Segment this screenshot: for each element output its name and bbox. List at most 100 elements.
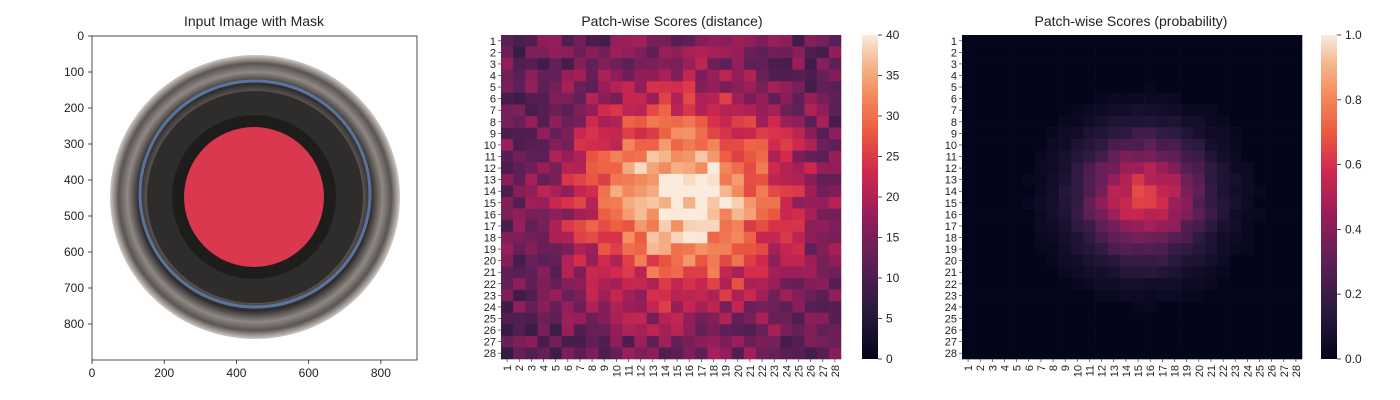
heatmap-cell [792, 127, 805, 140]
heatmap-cell [1047, 185, 1060, 198]
heatmap-cell [634, 116, 648, 128]
heatmap-cell [513, 162, 526, 175]
heatmap-cell [1277, 104, 1291, 117]
heatmap-cell [707, 324, 720, 337]
heatmap-cell [646, 347, 660, 360]
heatmap-cell [1156, 116, 1169, 128]
heatmap-cell [671, 347, 684, 360]
heatmap-cell [1217, 127, 1230, 140]
heatmap-cell [828, 254, 842, 267]
heatmap-cell [1083, 185, 1096, 198]
heatmap-cell [756, 185, 769, 198]
heatmap-cell [816, 185, 830, 198]
heatmap-cell [695, 104, 708, 117]
heatmap-cell [598, 81, 611, 94]
heatmap-cell [1071, 278, 1084, 290]
heatmap-cell [1095, 150, 1109, 163]
heatmap-cell [501, 92, 514, 105]
heatmap-cell [1083, 150, 1096, 163]
heatmap-cell [1168, 139, 1181, 152]
heatmap-cell [962, 301, 975, 314]
heatmap-cell [816, 116, 830, 128]
heatmap-cell [986, 104, 999, 117]
col-tick-label: 8 [587, 365, 599, 371]
heatmap-cell [1034, 289, 1048, 302]
heatmap-cell [671, 197, 684, 209]
heatmap-cell [962, 254, 975, 267]
heatmap-cell [1192, 162, 1206, 175]
heatmap-cell [1095, 278, 1109, 290]
heatmap-cell [1217, 324, 1230, 337]
heatmap-cell [1010, 104, 1024, 117]
heatmap-cell [1022, 139, 1036, 152]
heatmap-cell [962, 266, 975, 279]
heatmap-cell [573, 46, 587, 59]
image-panel: Input Image with Mask 0 200 400 600 80001002… [64, 13, 418, 380]
heatmap-cell [1083, 139, 1096, 152]
heatmap-cell [1010, 127, 1024, 140]
heatmap-cell [1034, 278, 1048, 290]
heatmap-cell [986, 254, 999, 267]
heatmap-cell [1071, 104, 1084, 117]
heatmap-cell [780, 92, 793, 105]
heatmap-cell [501, 347, 514, 360]
heatmap-cell [804, 35, 818, 47]
heatmap-cell [1253, 116, 1266, 128]
heatmap-cell [743, 46, 757, 59]
heatmap-cell [1277, 173, 1291, 186]
heatmap-cell [974, 35, 987, 47]
heatmap-cell [1144, 278, 1157, 290]
heatmap-cell [792, 92, 805, 105]
heatmap-cell [683, 254, 696, 267]
heatmap-cell [1095, 243, 1109, 256]
heatmap-cell [598, 347, 611, 360]
heatmap-cell [622, 278, 635, 290]
heatmap-cell [1022, 254, 1036, 267]
heatmap-cell [1022, 208, 1036, 221]
heatmap-cell [695, 116, 708, 128]
heatmap-cell [501, 150, 514, 163]
heatmap-cell [695, 197, 708, 209]
heatmap-cell [1204, 81, 1218, 94]
heatmap-cell [731, 35, 745, 47]
heatmap-cell [719, 173, 733, 186]
distance-heatmap-ticks: 1234567891011121314151617181920212223242… [484, 36, 842, 377]
heatmap-cell [792, 289, 805, 302]
heatmap-cell [1095, 208, 1109, 221]
heatmap-cell [998, 266, 1011, 279]
heatmap-cell [1156, 278, 1169, 290]
heatmap-cell [658, 185, 672, 198]
heatmap-cell [998, 197, 1011, 209]
heatmap-cell [1034, 139, 1048, 152]
x-tick-label: 800 [371, 366, 391, 380]
heatmap-cell [1180, 162, 1194, 175]
heatmap-cell [573, 92, 587, 105]
heatmap-cell [1241, 254, 1254, 267]
heatmap-cell [1010, 220, 1024, 233]
heatmap-cell [731, 104, 745, 117]
heatmap-cell [549, 347, 563, 360]
heatmap-cell [646, 335, 660, 348]
heatmap-cell [1034, 347, 1048, 360]
heatmap-cell [683, 220, 696, 233]
col-tick-label: 5 [1012, 365, 1024, 371]
heatmap-cell [1071, 347, 1084, 360]
heatmap-cell [513, 231, 526, 244]
row-tick-label: 9 [490, 128, 496, 140]
heatmap-cell [962, 58, 975, 71]
heatmap-cell [1071, 127, 1084, 140]
heatmap-cell [683, 173, 696, 186]
heatmap-cell [1241, 162, 1254, 175]
heatmap-cell [610, 92, 623, 105]
heatmap-cell [634, 185, 648, 198]
heatmap-cell [719, 208, 733, 221]
heatmap-cell [1010, 208, 1024, 221]
heatmap-cell [610, 69, 623, 82]
heatmap-cell [1144, 243, 1157, 256]
heatmap-cell [1217, 116, 1230, 128]
heatmap-cell [573, 127, 587, 140]
heatmap-cell [537, 46, 550, 59]
heatmap-cell [1132, 231, 1145, 244]
heatmap-cell [671, 335, 684, 348]
heatmap-cell [1144, 301, 1157, 314]
